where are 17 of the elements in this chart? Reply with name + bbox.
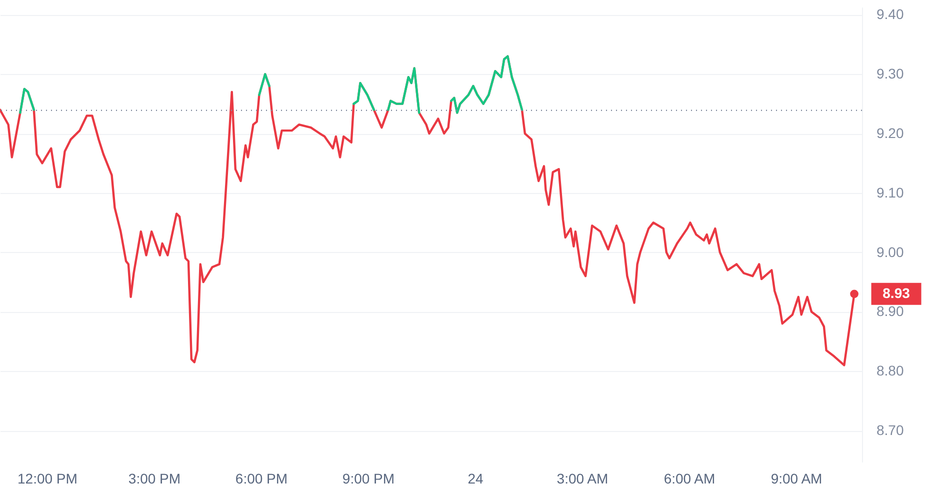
x-tick-label: 24	[468, 470, 484, 486]
x-tick-label: 3:00 AM	[556, 470, 608, 486]
y-tick-label: 9.10	[876, 184, 904, 200]
y-tick-label: 9.30	[876, 66, 904, 82]
y-tick-label: 8.80	[876, 362, 904, 379]
x-tick-label: 6:00 AM	[664, 470, 716, 486]
annotation: 8.93	[882, 284, 910, 301]
x-tick-label: 12:00 PM	[17, 470, 78, 486]
y-tick-label: 9.40	[876, 6, 904, 22]
x-tick-label: 9:00 PM	[342, 470, 395, 486]
y-tick-label: 9.20	[876, 125, 904, 142]
y-tick-label: 8.90	[876, 303, 904, 320]
y-tick-label: 9.00	[876, 244, 904, 260]
x-tick-label: 3:00 PM	[128, 470, 181, 486]
y-tick-label: 8.70	[876, 422, 904, 438]
x-tick-label: 9:00 AM	[770, 470, 822, 486]
x-tick-label: 6:00 PM	[235, 470, 288, 486]
